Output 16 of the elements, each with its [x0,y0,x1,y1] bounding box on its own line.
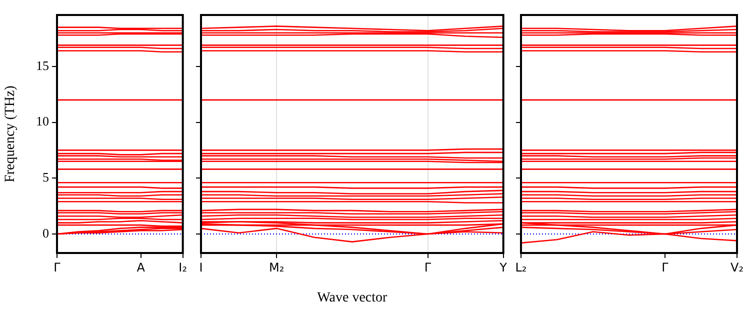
y-axis-title: Frequency (THz) [3,85,18,182]
y-tick-label: 10 [36,114,49,129]
y-tick-label: 5 [42,170,49,185]
x-tick-label: Γ [662,260,669,274]
x-tick-label: Γ [424,260,432,274]
x-tick-label: M₂ [269,260,284,274]
x-tick-label: A [136,260,146,274]
x-tick-label: I₂ [178,260,188,274]
x-tick-label: Y [498,260,508,274]
x-axis-title: Wave vector [317,290,388,306]
x-tick-label: Γ [54,260,61,274]
x-tick-label: I [199,260,203,274]
x-tick-label: V₂ [730,260,744,274]
y-tick-label: 15 [36,58,49,73]
x-tick-label: L₂ [515,260,527,274]
y-tick-label: 0 [42,225,49,240]
